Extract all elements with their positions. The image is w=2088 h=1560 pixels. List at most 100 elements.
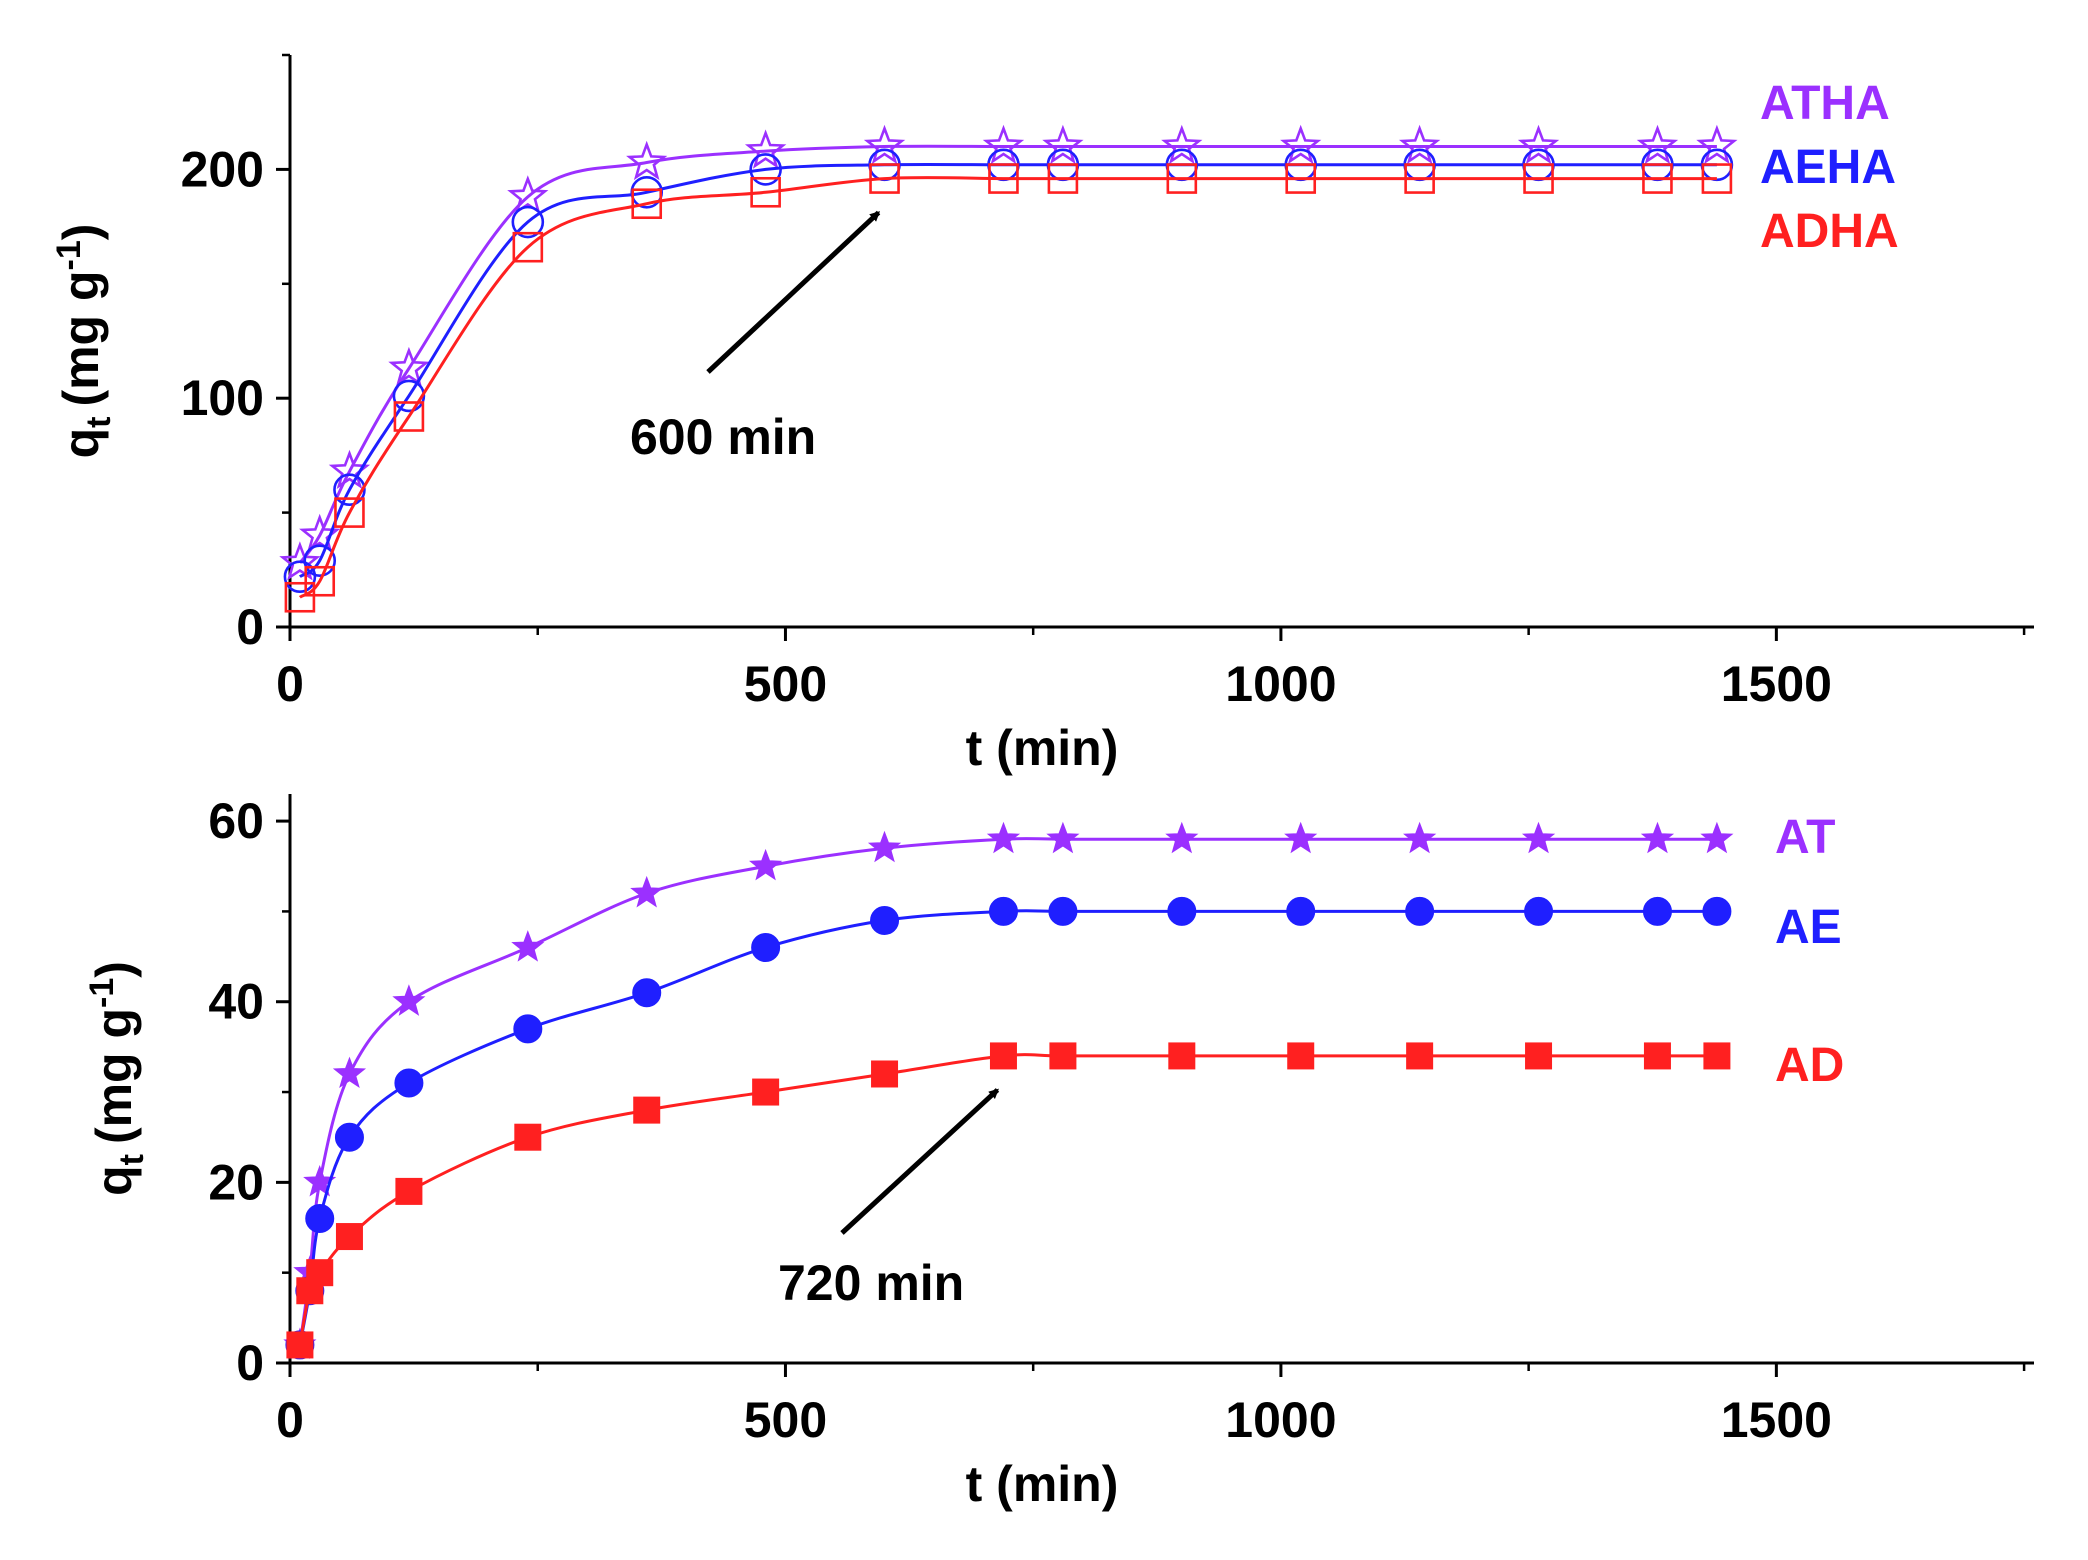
- data-point-AT: [332, 1056, 367, 1089]
- data-point-AT: [1640, 821, 1675, 854]
- data-point-ADHA: [393, 401, 425, 432]
- data-point-AT: [1284, 821, 1318, 854]
- legend-label-AE: AE: [1775, 901, 1842, 954]
- x-tick-label: 500: [744, 656, 827, 712]
- data-point-AE: [1167, 896, 1197, 926]
- data-point-AD: [1287, 1042, 1315, 1070]
- data-point-AD: [1168, 1042, 1196, 1070]
- x-tick-label: 1000: [1225, 1392, 1336, 1448]
- data-point-ATHA: [863, 124, 906, 165]
- data-point-AE: [394, 1068, 424, 1098]
- data-point-ATHA: [1161, 124, 1203, 165]
- legend-label-ADHA: ADHA: [1760, 205, 1899, 258]
- x-axis-label: t (min): [966, 720, 1119, 776]
- y-axis-label-superscript: -1: [50, 240, 88, 270]
- data-point-ATHA: [1398, 124, 1441, 165]
- data-point-ATHA: [279, 541, 321, 581]
- data-point-AD: [989, 1042, 1017, 1070]
- data-point-ADHA: [304, 565, 336, 597]
- y-axis-label: qt (mg g-1): [50, 224, 118, 459]
- data-point-AE: [1286, 896, 1316, 926]
- x-tick-label: 0: [276, 656, 304, 712]
- data-point-AE: [513, 1014, 543, 1044]
- data-point-AT: [1046, 821, 1080, 854]
- data-point-ATHA: [388, 346, 430, 387]
- data-point-ATHA: [1280, 124, 1322, 165]
- annotation-arrow: [840, 1088, 1000, 1235]
- legend-label-AD: AD: [1775, 1039, 1844, 1092]
- y-axis-label-subscript: t: [113, 1154, 151, 1165]
- y-axis-label-units: (mg g: [86, 1008, 142, 1144]
- data-point-ADHA: [1701, 163, 1733, 194]
- series-ADHA: ADHA: [284, 163, 1899, 613]
- data-point-AE: [334, 1122, 364, 1152]
- y-tick-label: 100: [181, 370, 264, 426]
- data-point-ATHA: [507, 175, 549, 215]
- data-point-AT: [1403, 821, 1437, 854]
- data-point-ADHA: [1166, 163, 1198, 194]
- data-point-AD: [1406, 1042, 1434, 1070]
- data-point-AT: [630, 875, 664, 908]
- data-point-AD: [1049, 1042, 1077, 1070]
- data-point-ATHA: [982, 124, 1025, 165]
- legend-label-AT: AT: [1775, 811, 1835, 864]
- series-AT: AT: [283, 811, 1835, 1360]
- legend-label-ATHA: ATHA: [1760, 77, 1890, 130]
- annotation-label: 600 min: [630, 409, 816, 465]
- data-point-ADHA: [512, 231, 544, 263]
- series-line-AEHA: [298, 162, 1717, 578]
- data-point-ATHA: [1696, 124, 1738, 165]
- data-point-AD: [1525, 1042, 1553, 1070]
- data-point-AEHA: [333, 473, 366, 507]
- data-point-AD: [335, 1223, 363, 1251]
- data-point-AD: [306, 1259, 334, 1287]
- series-AE: AE: [285, 896, 1842, 1360]
- data-point-AT: [749, 848, 783, 881]
- data-point-ADHA: [750, 176, 781, 208]
- series-line-ADHA: [298, 176, 1717, 599]
- y-axis-label-units: (mg g: [53, 270, 109, 406]
- data-point-ATHA: [1042, 124, 1084, 165]
- data-point-ADHA: [869, 163, 900, 194]
- series-line-ATHA: [298, 144, 1717, 564]
- data-point-AT: [1521, 821, 1556, 854]
- data-point-AEHA: [511, 205, 545, 239]
- annotation-arrow: [706, 210, 881, 374]
- y-tick-label: 60: [208, 793, 264, 849]
- y-axis-label-symbol: q: [53, 428, 109, 459]
- data-point-ATHA: [744, 129, 787, 169]
- data-point-AD: [633, 1096, 661, 1124]
- x-tick-label: 1500: [1721, 1392, 1832, 1448]
- annotation-label: 720 min: [778, 1255, 964, 1311]
- y-tick-label: 40: [208, 974, 264, 1030]
- series-line-AD: [298, 1053, 1717, 1346]
- chart-panel-top: 0 500 1000 1500 0 100 200 t (min) qt (mg g-1) ATHA…: [50, 53, 2034, 776]
- y-axis-label-symbol: q: [86, 1165, 142, 1196]
- series-line-AT: [298, 837, 1717, 1346]
- data-point-AE: [751, 933, 781, 963]
- data-point-AE: [1048, 896, 1078, 926]
- legend-label-AEHA: AEHA: [1760, 141, 1896, 194]
- y-tick-label: 200: [181, 141, 264, 197]
- data-point-ADHA: [1285, 163, 1317, 194]
- y-axis-label-subscript: t: [80, 417, 118, 428]
- data-point-AEHA: [749, 153, 782, 186]
- data-point-AE: [1642, 896, 1672, 926]
- x-tick-label: 1000: [1225, 656, 1336, 712]
- data-point-AT: [986, 821, 1021, 854]
- data-point-AD: [1703, 1042, 1731, 1070]
- data-point-AD: [286, 1331, 314, 1359]
- data-point-AT: [511, 930, 545, 962]
- y-axis-label-close: ): [86, 961, 142, 978]
- data-point-AE: [988, 896, 1018, 926]
- data-point-ADHA: [334, 497, 365, 528]
- data-point-AD: [1643, 1042, 1671, 1070]
- data-point-AE: [305, 1203, 335, 1233]
- y-axis-label-close: ): [53, 224, 109, 241]
- y-tick-label: 20: [208, 1154, 264, 1210]
- data-point-ADHA: [1642, 163, 1673, 194]
- data-point-AE: [1524, 896, 1554, 926]
- x-axis-label: t (min): [966, 1456, 1119, 1512]
- data-point-AT: [1700, 821, 1734, 854]
- y-tick-label: 0: [236, 599, 264, 655]
